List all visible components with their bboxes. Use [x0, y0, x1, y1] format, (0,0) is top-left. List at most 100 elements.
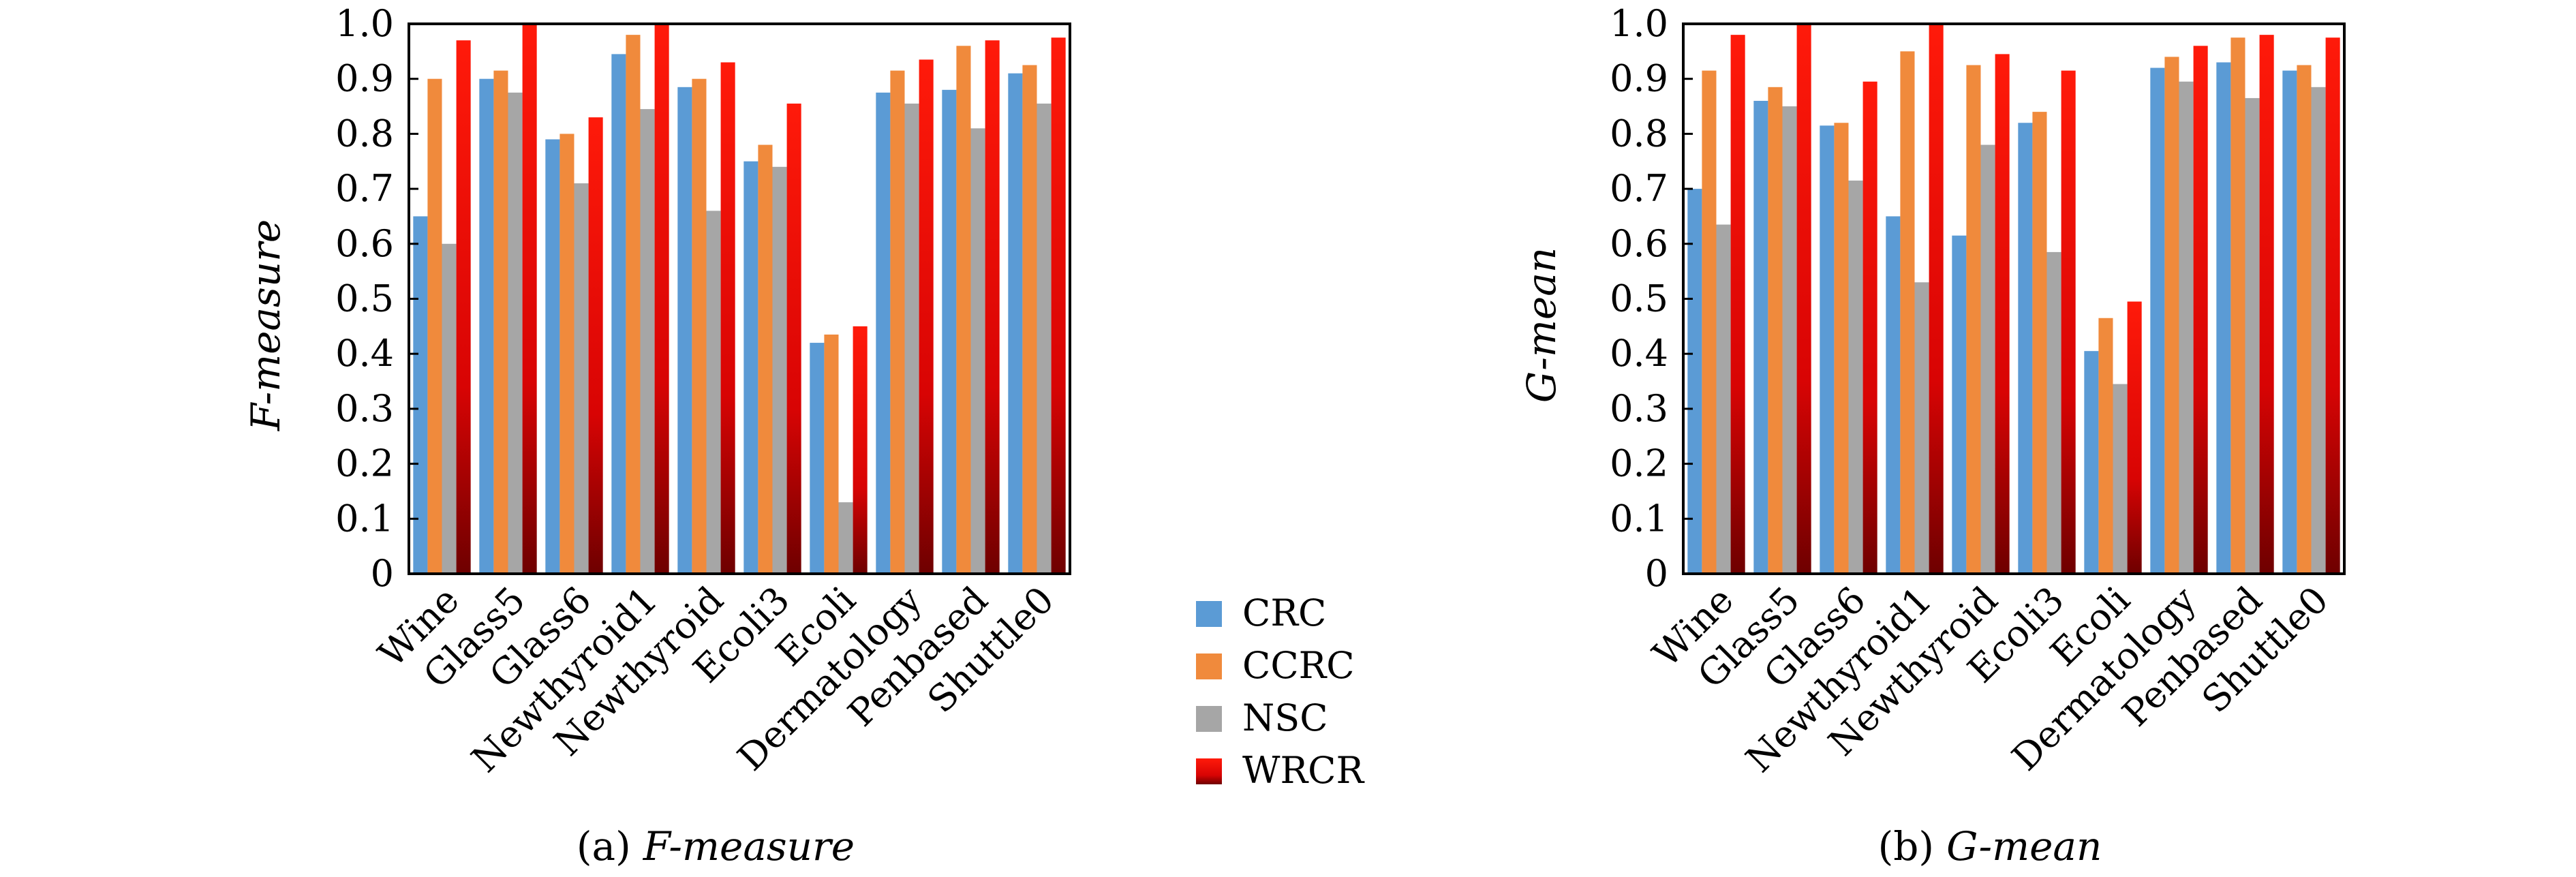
f-measure-bar-shuttle0-wrcr	[1051, 37, 1066, 574]
f-measure-bar-wine-wrcr	[456, 40, 471, 574]
f-measure-tick-label: 0.9	[335, 57, 394, 100]
g-mean-bar-dermatology-wrcr	[2193, 46, 2208, 574]
f-measure-bar-ecoli3-ccrc	[758, 144, 773, 574]
legend-label-ccrc: CCRC	[1242, 644, 1355, 687]
g-mean-bar-glass6-crc	[1820, 125, 1835, 574]
g-mean-bar-ecoli-ccrc	[2098, 318, 2113, 574]
g-mean-tick-label: 0.1	[1610, 497, 1668, 540]
f-measure-bar-dermatology-nsc	[904, 104, 919, 574]
legend-swatch-wrcr	[1196, 758, 1222, 784]
g-mean-bar-glass5-ccrc	[1768, 87, 1783, 574]
f-measure-bar-dermatology-wrcr	[919, 59, 934, 574]
f-measure-bar-glass5-crc	[479, 78, 494, 574]
legend-swatch-ccrc	[1196, 653, 1222, 679]
g-mean-bar-glass6-wrcr	[1862, 81, 1877, 574]
f-measure-bar-glass5-ccrc	[493, 70, 508, 574]
f-measure-bar-ecoli-wrcr	[853, 326, 868, 574]
f-measure-bar-shuttle0-crc	[1008, 73, 1023, 574]
caption-b: (b) G-mean	[1878, 823, 2102, 870]
g-mean-bar-glass5-wrcr	[1796, 24, 1811, 574]
f-measure-bar-shuttle0-nsc	[1037, 104, 1052, 574]
g-mean-chart: 0 0.1 0.2 0.3 0.4 0.5 0.6 0.7 0.8 0.9 1.0 WineGlas…	[1518, 2, 2346, 781]
g-mean-bar-ecoli3-wrcr	[2061, 70, 2076, 574]
g-mean-bar-shuttle0-ccrc	[2297, 65, 2312, 574]
legend-label-crc: CRC	[1242, 591, 1326, 634]
g-mean-tick-label: 0.7	[1610, 167, 1668, 210]
f-measure-y-axis-label: F-measure	[243, 219, 289, 431]
g-mean-bar-newthyroid1-wrcr	[1929, 24, 1944, 574]
g-mean-tick-label: 0.9	[1610, 57, 1668, 100]
legend: CRC CCRC NSC WRCR	[1196, 591, 1364, 792]
g-mean-bar-shuttle0-wrcr	[2325, 37, 2340, 574]
f-measure-chart: 0 0.1 0.2 0.3 0.4 0.5 0.6 0.7 0.8 0.9 1.0 WineGlas…	[243, 2, 1071, 781]
f-measure-bar-glass6-wrcr	[588, 117, 603, 574]
g-mean-bar-ecoli3-crc	[2018, 123, 2033, 574]
f-measure-bar-penbased-ccrc	[956, 46, 971, 574]
legend-label-nsc: NSC	[1242, 696, 1328, 739]
f-measure-bar-newthyroid-wrcr	[720, 62, 735, 574]
f-measure-bar-wine-ccrc	[427, 78, 442, 574]
g-mean-tick-label: 0.4	[1610, 332, 1668, 375]
g-mean-tick-label: 1.0	[1610, 2, 1668, 45]
g-mean-tick-label: 0.2	[1610, 442, 1668, 485]
g-mean-bar-glass5-crc	[1753, 100, 1768, 574]
g-mean-tick-label: 0.6	[1610, 222, 1668, 265]
g-mean-bar-wine-crc	[1687, 189, 1702, 574]
f-measure-bar-penbased-crc	[942, 89, 957, 574]
g-mean-bar-shuttle0-crc	[2282, 70, 2297, 574]
f-measure-tick-label: 0.8	[335, 112, 394, 155]
f-measure-tick-label: 0.1	[335, 497, 394, 540]
g-mean-bar-dermatology-crc	[2150, 67, 2165, 574]
f-measure-tick-label: 0.3	[335, 387, 394, 430]
f-measure-tick-label: 0.5	[335, 277, 394, 320]
g-mean-bar-newthyroid-ccrc	[1966, 65, 1981, 574]
f-measure-bar-shuttle0-ccrc	[1022, 65, 1037, 574]
f-measure-bar-dermatology-crc	[876, 92, 891, 574]
g-mean-bars	[1687, 24, 2340, 574]
legend-swatch-nsc	[1196, 706, 1222, 732]
g-mean-bar-penbased-ccrc	[2230, 37, 2245, 574]
g-mean-bar-glass5-nsc	[1782, 106, 1797, 574]
f-measure-bar-glass5-wrcr	[522, 24, 537, 574]
f-measure-bar-ecoli-crc	[810, 343, 825, 574]
caption-a: (a) F-measure	[577, 823, 855, 870]
g-mean-tick-label: 0.3	[1610, 387, 1668, 430]
f-measure-tick-label: 0.2	[335, 442, 394, 485]
f-measure-bar-glass6-ccrc	[559, 134, 574, 574]
f-measure-bar-glass6-nsc	[574, 183, 589, 574]
g-mean-bar-newthyroid-crc	[1952, 235, 1967, 574]
g-mean-axes-frame	[1682, 22, 2346, 575]
f-measure-bar-glass5-nsc	[508, 92, 523, 574]
f-measure-axes-frame	[408, 22, 1071, 575]
f-measure-bar-ecoli3-crc	[743, 161, 758, 574]
f-measure-bar-ecoli3-nsc	[772, 166, 787, 574]
g-mean-bar-wine-wrcr	[1730, 35, 1745, 574]
f-measure-bar-penbased-nsc	[970, 128, 985, 574]
f-measure-bar-ecoli-ccrc	[824, 334, 839, 574]
f-measure-bar-newthyroid1-wrcr	[654, 24, 669, 574]
f-measure-bar-newthyroid1-ccrc	[626, 35, 641, 574]
f-measure-bar-newthyroid1-nsc	[640, 109, 655, 574]
f-measure-bar-newthyroid-crc	[677, 87, 692, 574]
g-mean-bar-glass6-ccrc	[1834, 123, 1849, 574]
g-mean-bar-ecoli-nsc	[2113, 384, 2128, 574]
g-mean-bar-penbased-wrcr	[2259, 35, 2274, 574]
g-mean-bar-newthyroid1-crc	[1886, 216, 1901, 574]
f-measure-y-ticks: 0 0.1 0.2 0.3 0.4 0.5 0.6 0.7 0.8 0.9 1.0	[335, 2, 418, 595]
g-mean-tick-label: 0.5	[1610, 277, 1668, 320]
g-mean-bar-newthyroid-wrcr	[1995, 54, 2010, 574]
f-measure-bar-wine-nsc	[442, 243, 457, 574]
legend-swatch-crc	[1196, 601, 1222, 627]
g-mean-y-ticks: 0 0.1 0.2 0.3 0.4 0.5 0.6 0.7 0.8 0.9 1.0	[1610, 2, 1693, 595]
f-measure-bar-penbased-wrcr	[985, 40, 1000, 574]
g-mean-bar-penbased-nsc	[2245, 97, 2260, 574]
g-mean-tick-label: 0.8	[1610, 112, 1668, 155]
legend-label-wrcr: WRCR	[1242, 749, 1364, 792]
g-mean-bar-ecoli-wrcr	[2127, 301, 2142, 574]
g-mean-tick-label: 0	[1645, 552, 1668, 595]
g-mean-category-labels: WineGlass5Glass6Newthyroid1NewthyroidEco…	[1644, 578, 2337, 780]
g-mean-bar-ecoli3-ccrc	[2032, 112, 2047, 574]
f-measure-bar-wine-crc	[413, 216, 428, 574]
f-measure-bar-ecoli3-wrcr	[786, 104, 801, 574]
f-measure-category-labels: WineGlass5Glass6Newthyroid1NewthyroidEco…	[370, 578, 1062, 780]
